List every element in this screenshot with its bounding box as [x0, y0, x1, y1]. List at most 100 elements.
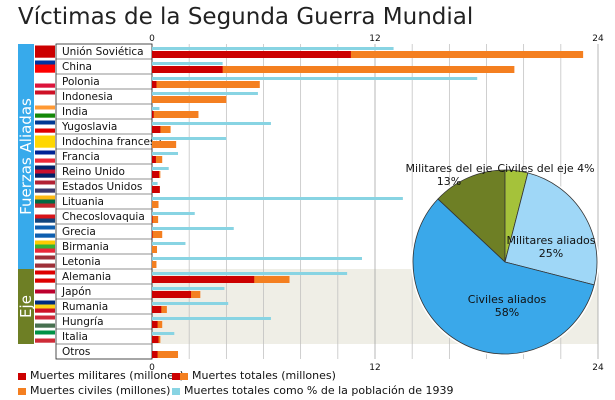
legend-swatch-military	[18, 372, 26, 380]
flag-stripe	[35, 90, 55, 95]
bar-percent-population	[152, 212, 195, 215]
legend-swatch-total-a	[172, 372, 180, 380]
x-tick-label-top: 0	[149, 34, 155, 44]
flag-stripe	[35, 68, 55, 73]
category-label: Grecia	[62, 226, 96, 238]
legend-total: Muertes totales (millones)	[172, 369, 336, 382]
x-tick-label-bottom: 24	[592, 363, 604, 373]
legend-label-total: Muertes totales (millones)	[192, 369, 336, 382]
x-tick-label-bottom: 0	[149, 363, 155, 373]
bar-percent-population	[152, 62, 223, 65]
flag-stripe	[35, 135, 55, 140]
bar-percent-population	[152, 257, 362, 260]
bar-percent-population	[152, 242, 186, 245]
bar-military-deaths	[152, 156, 156, 163]
bar-total-deaths	[152, 126, 171, 133]
bar-total-deaths	[152, 111, 199, 118]
pie-slice	[412, 198, 595, 355]
bar-military-deaths	[152, 186, 160, 193]
flag-stripe	[35, 120, 55, 125]
flag-stripe	[35, 124, 55, 129]
pie-value-axis-military: 13%	[437, 175, 461, 188]
bar-total-deaths	[152, 246, 158, 253]
bar-military-deaths	[152, 126, 161, 133]
flag-stripe	[35, 53, 55, 58]
bar-military-deaths	[152, 276, 255, 283]
bar-percent-population	[152, 197, 403, 200]
flag-stripe	[35, 334, 55, 339]
flag-stripe	[35, 184, 55, 189]
flag-stripe	[35, 75, 55, 80]
legend-military: Muertes militares (millones)	[18, 369, 184, 382]
bar-percent-population	[152, 77, 478, 80]
flag-stripe	[35, 113, 55, 118]
chart-title: Víctimas de la Segunda Guerra Mundial	[18, 4, 474, 30]
flag-stripe	[35, 139, 55, 144]
flag-stripe	[35, 105, 55, 110]
bar-total-deaths	[152, 141, 177, 148]
flag-stripe	[35, 278, 55, 283]
category-label: Birmania	[62, 241, 109, 253]
legend-swatch-percent	[172, 387, 180, 395]
flag-stripe	[35, 319, 55, 324]
x-tick-label-bottom: 12	[369, 363, 380, 373]
category-label: China	[62, 61, 92, 73]
flag-stripe	[35, 173, 55, 178]
axis-band-label: Eje	[17, 295, 35, 318]
legend-civil: Muertes civiles (millones)	[18, 384, 170, 397]
flag-stripe	[35, 255, 55, 260]
flag-stripe	[35, 45, 55, 50]
flag-stripe	[35, 94, 55, 99]
bar-total-deaths	[152, 156, 163, 163]
category-label: Japón	[61, 286, 91, 298]
legend-swatch-total-b	[180, 372, 188, 380]
bar-total-deaths	[152, 96, 227, 103]
bar-percent-population	[152, 332, 175, 335]
bar-total-deaths	[152, 216, 159, 223]
flag-stripe	[35, 169, 55, 174]
flag-stripe	[35, 259, 55, 264]
flag-stripe	[35, 158, 55, 163]
flag-stripe	[35, 143, 55, 148]
flag-stripe	[35, 315, 55, 320]
flag-stripe	[35, 180, 55, 185]
flag-stripe	[35, 248, 55, 253]
flag-stripe	[35, 79, 55, 84]
bar-total-deaths	[152, 51, 584, 58]
bar-military-deaths	[152, 111, 154, 118]
bar-military-deaths	[152, 81, 157, 88]
legend-label-percent: Muertes totales como % de la población d…	[184, 384, 454, 397]
pie-label-axis-military: Militares del eje	[406, 162, 493, 175]
flag-stripe	[35, 225, 55, 230]
x-tick-label-top: 24	[592, 34, 604, 44]
category-label: Letonia	[62, 256, 101, 268]
flag-stripe	[35, 214, 55, 219]
legend-label-civil: Muertes civiles (millones)	[30, 384, 171, 397]
pie-label-axis-civil: Civiles del eje 4%	[497, 162, 594, 175]
bar-percent-population	[152, 137, 227, 140]
bar-percent-population	[152, 227, 234, 230]
legend-label-military: Muertes militares (millones)	[30, 369, 184, 382]
category-label: Italia	[62, 331, 88, 343]
bar-total-deaths	[152, 351, 179, 358]
category-label: Alemania	[62, 271, 111, 283]
bar-percent-population	[152, 302, 229, 305]
flag-stripe	[35, 165, 55, 170]
bar-percent-population	[152, 122, 271, 125]
pie-value-allies-civil: 58%	[495, 306, 519, 319]
flag-stripe	[35, 210, 55, 215]
category-label: Hungría	[62, 316, 104, 328]
bar-total-deaths	[152, 81, 260, 88]
pie-slice	[504, 172, 598, 286]
allies-band-label: Fuerzas Aliadas	[17, 98, 35, 215]
flag-stripe	[35, 304, 55, 309]
flag-stripe	[35, 323, 55, 328]
flag-stripe	[35, 289, 55, 294]
category-label: Estados Unidos	[62, 181, 142, 193]
bar-military-deaths	[152, 66, 223, 73]
flag-stripe	[35, 199, 55, 204]
category-label: Polonia	[62, 76, 100, 88]
legend-swatch-civil	[18, 387, 26, 395]
bar-percent-population	[152, 152, 179, 155]
